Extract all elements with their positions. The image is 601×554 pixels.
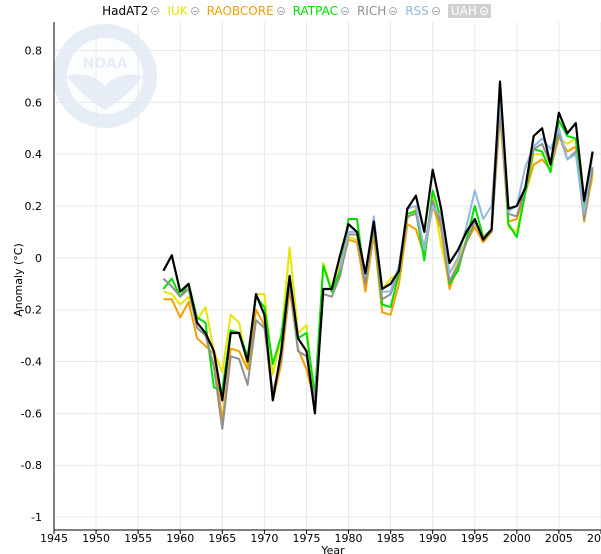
legend-item-rss[interactable]: RSS xyxy=(405,4,440,18)
x-tick-label: 1985 xyxy=(377,532,405,545)
y-tick-label: 0.2 xyxy=(25,200,43,213)
legend-label: RSS xyxy=(405,4,429,18)
series-line-rss xyxy=(339,96,594,293)
legend-label: UAH xyxy=(450,4,477,18)
y-tick-label: -0.4 xyxy=(21,356,42,369)
series-line-hadat2 xyxy=(162,80,594,415)
x-tick-label: 1980 xyxy=(335,532,363,545)
toggle-series-icon[interactable] xyxy=(340,7,349,15)
y-axis-title: Anomaly (°C) xyxy=(12,243,25,317)
legend-item-hadat2[interactable]: HadAT2 xyxy=(102,4,160,18)
x-tick-label: 1955 xyxy=(124,532,152,545)
toggle-series-icon[interactable] xyxy=(389,7,398,15)
x-tick-label: 1970 xyxy=(250,532,278,545)
toggle-series-icon[interactable] xyxy=(190,7,199,15)
toggle-series-icon[interactable] xyxy=(479,7,488,15)
x-tick-label: 1965 xyxy=(208,532,236,545)
legend-label: HadAT2 xyxy=(102,4,149,18)
y-tick-label: -0.6 xyxy=(21,407,42,420)
toggle-series-icon[interactable] xyxy=(151,7,160,15)
svg-text:NOAA: NOAA xyxy=(83,56,128,72)
x-tick-label: 1995 xyxy=(461,532,489,545)
legend-item-raobcore[interactable]: RAOBCORE xyxy=(207,4,285,18)
y-tick-label: 0 xyxy=(35,252,42,265)
y-tick-label: -0.8 xyxy=(21,459,42,472)
x-tick-label: 2005 xyxy=(545,532,573,545)
legend-item-uah[interactable]: UAH xyxy=(447,4,491,18)
toggle-series-icon[interactable] xyxy=(431,7,440,15)
x-tick-label: 1950 xyxy=(82,532,110,545)
x-axis-title: Year xyxy=(320,544,345,554)
legend-label: RAOBCORE xyxy=(206,4,274,18)
series-layer xyxy=(162,80,594,430)
x-tick-label: 1960 xyxy=(166,532,194,545)
legend-item-ratpac[interactable]: RATPAC xyxy=(293,4,349,18)
x-tick-label: 2010 xyxy=(587,532,601,545)
axes: -1 -0.8 -0.6 -0.4 -0.2 0 0.2 0.4 0.6 0.8 1945 1950 1… xyxy=(21,22,601,545)
x-tick-label: 1945 xyxy=(40,532,68,545)
legend: HadAT2 IUK RAOBCORE RATPAC RICH RSS UAH xyxy=(0,3,601,19)
y-tick-label: -0.2 xyxy=(21,304,42,317)
x-tick-label: 1990 xyxy=(419,532,447,545)
y-tick-label: 0.8 xyxy=(25,45,43,58)
legend-label: IUK xyxy=(167,4,188,18)
x-tick-label: 2000 xyxy=(503,532,531,545)
legend-label: RATPAC xyxy=(292,4,338,18)
legend-item-iuk[interactable]: IUK xyxy=(167,4,199,18)
y-tick-label: 0.4 xyxy=(25,148,43,161)
y-tick-label: 0.6 xyxy=(25,96,43,109)
legend-item-rich[interactable]: RICH xyxy=(356,4,398,18)
legend-label: RICH xyxy=(356,4,387,18)
noaa-logo-watermark: NOAA xyxy=(53,24,157,128)
toggle-series-icon[interactable] xyxy=(276,7,285,15)
y-tick-label: -1 xyxy=(31,511,42,524)
x-tick-label: 1975 xyxy=(292,532,320,545)
series-line-rich xyxy=(162,106,594,430)
